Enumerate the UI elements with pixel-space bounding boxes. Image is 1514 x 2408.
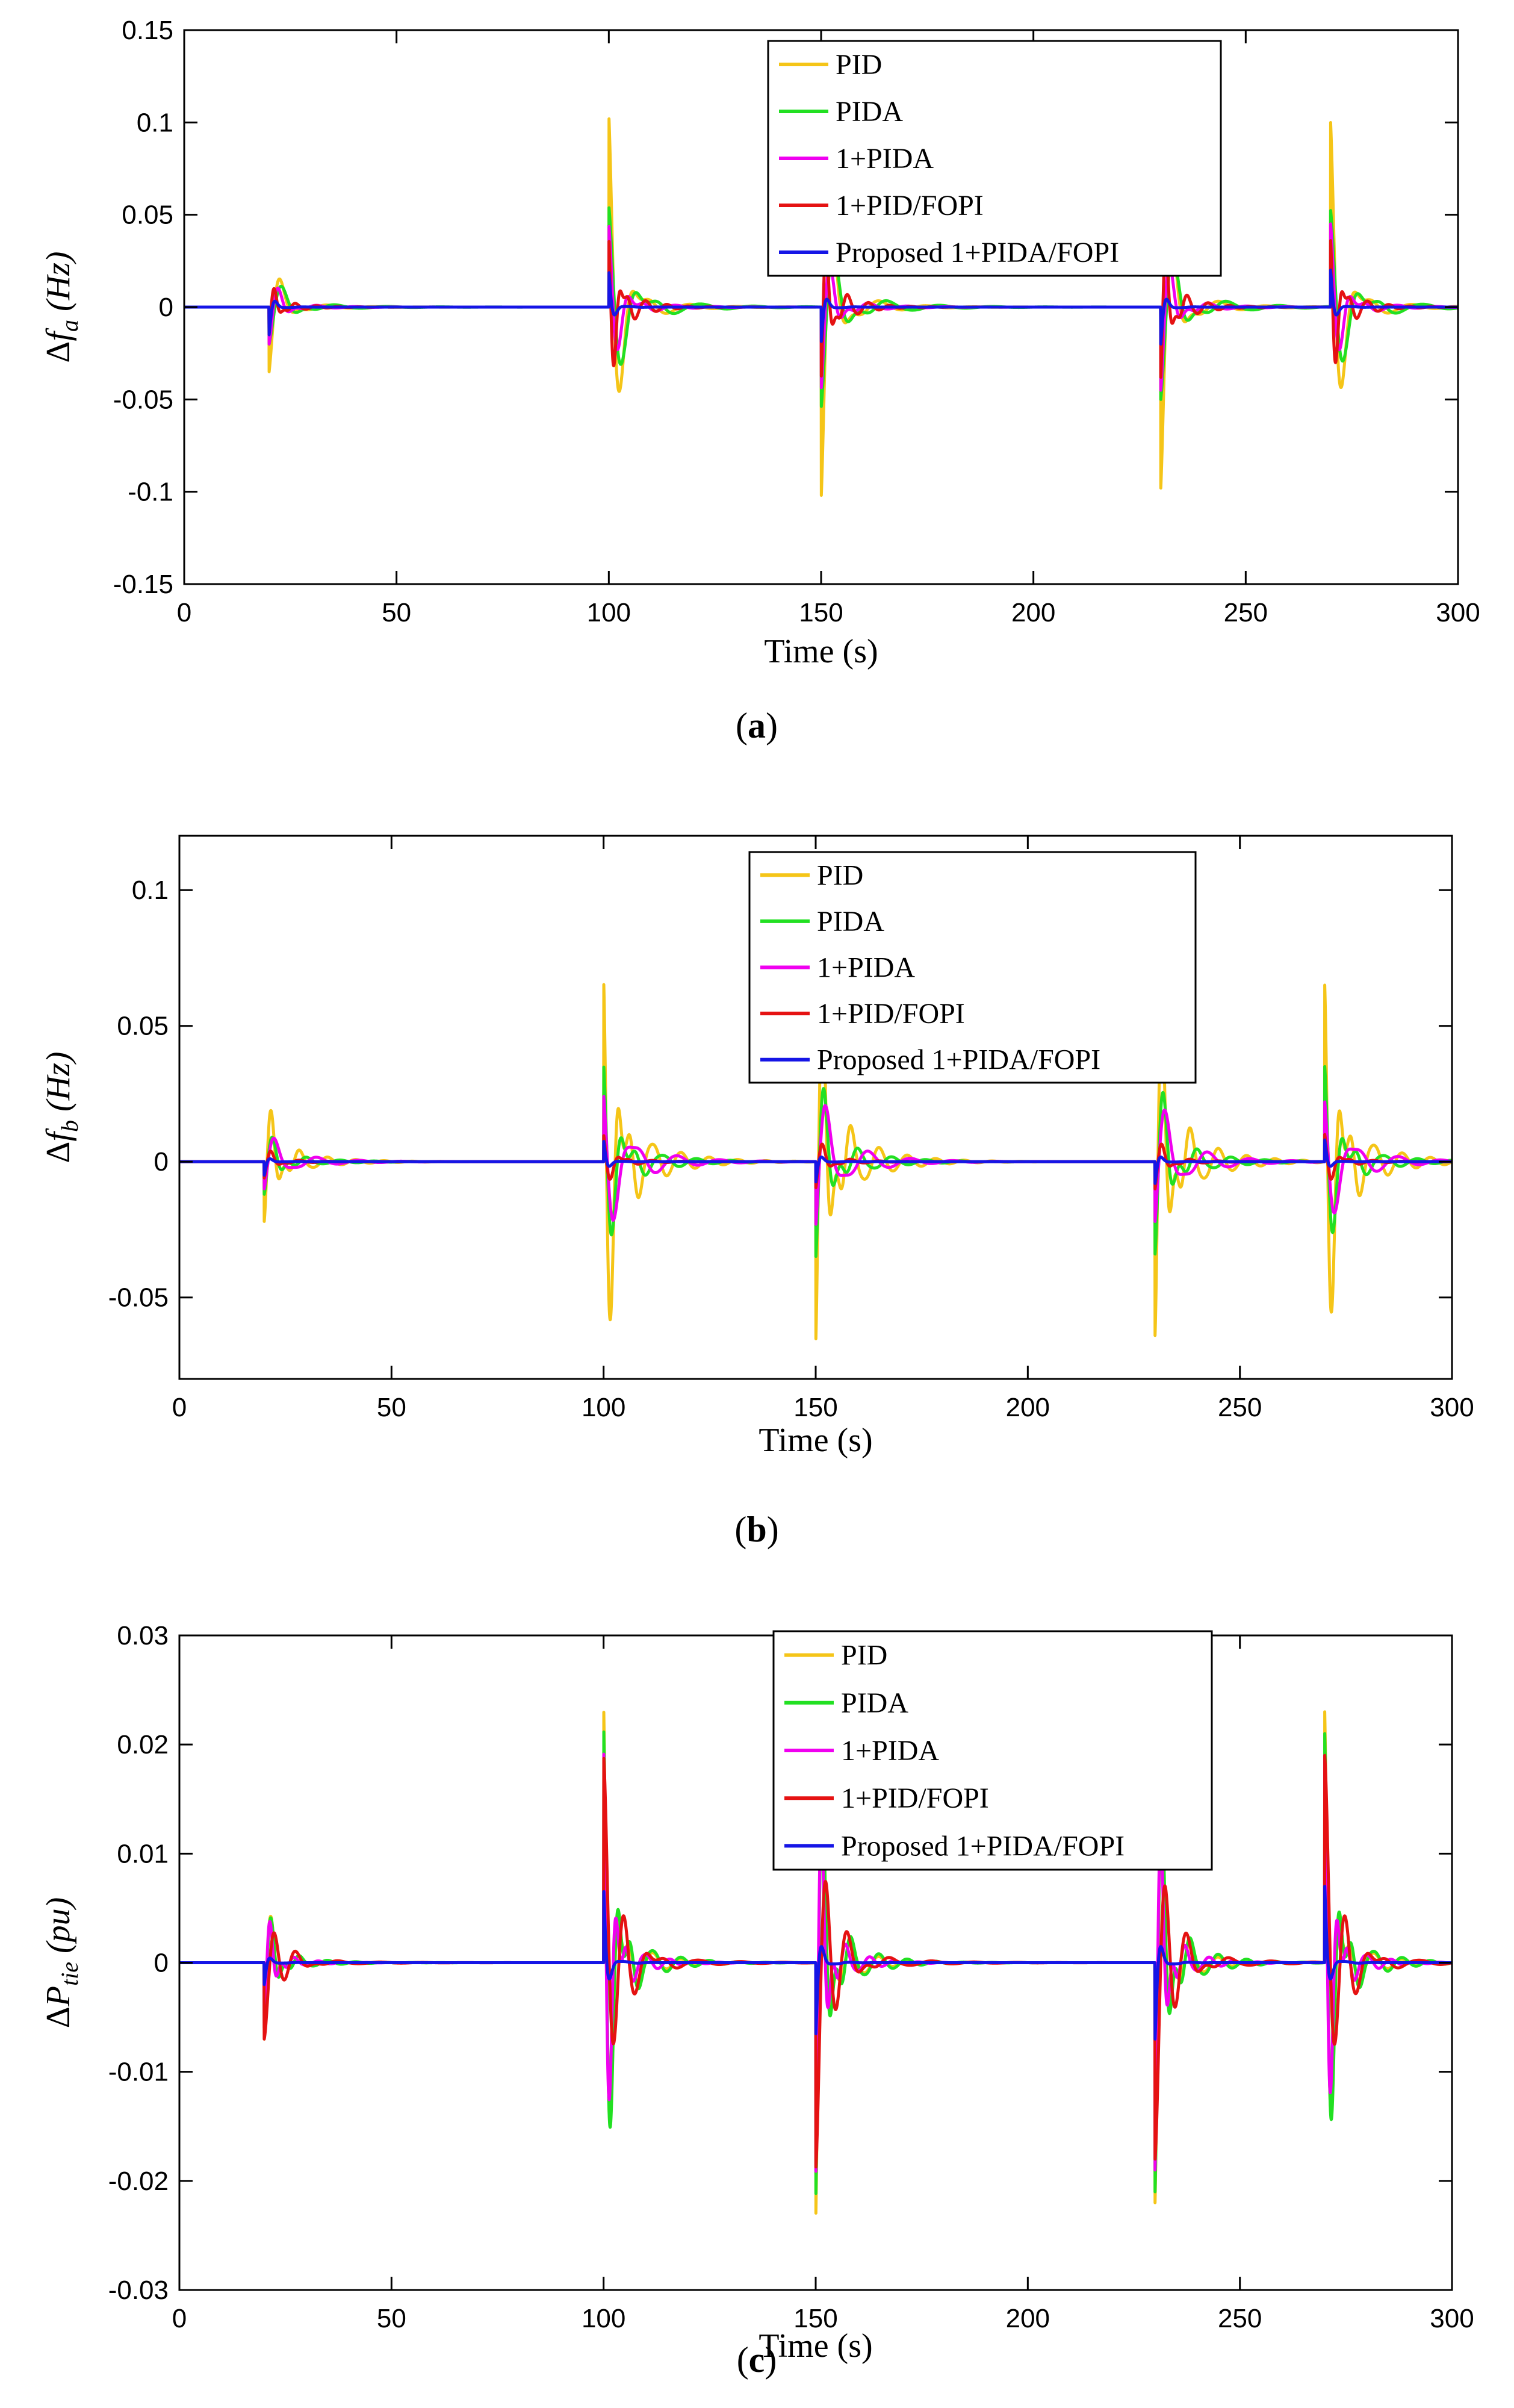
y-label-subscript: a xyxy=(56,320,83,332)
legend-entry-label: PID xyxy=(841,1640,887,1672)
panel-caption: (a) xyxy=(736,706,778,745)
chart-panel-b: 0 50 100 150 200 250 300 -0.05 0 0.05 0.1 Time (s) Δ… xyxy=(40,835,1474,1549)
series-group xyxy=(179,1710,1452,2215)
y-tick-label: 0.03 xyxy=(117,1621,169,1650)
y-axis-label: Δfa(Hz) xyxy=(40,251,83,362)
y-label-subscript: b xyxy=(56,1120,83,1132)
y-tick-label: -0.05 xyxy=(108,1283,169,1313)
x-tick-label: 50 xyxy=(382,598,411,627)
chart-panel-a: 0 50 100 150 200 250 300 -0.15 -0.1 -0.05 0 0.05 0.1… xyxy=(40,16,1480,745)
series-line-proposed-1-pida-fopi xyxy=(179,1138,1452,1185)
x-tick-label: 300 xyxy=(1430,2304,1474,2333)
y-tick-label: 0.01 xyxy=(117,1839,169,1868)
y-tick-label: -0.15 xyxy=(113,570,173,599)
x-axis-label: Time (s) xyxy=(759,1422,872,1459)
series-group xyxy=(179,983,1452,1340)
legend-entry-label: PID xyxy=(836,49,882,81)
y-tick-label: -0.02 xyxy=(108,2167,169,2196)
y-tick-label: 0 xyxy=(159,293,173,322)
legend-entry-label: 1+PID/FOPI xyxy=(817,998,965,1030)
y-tick-label: -0.01 xyxy=(108,2058,169,2087)
x-tick-label: 250 xyxy=(1218,1393,1262,1422)
legend-entry-label: 1+PIDA xyxy=(836,143,934,175)
x-tick-label: 150 xyxy=(799,598,843,627)
legend-entry-label: PIDA xyxy=(841,1687,908,1719)
y-tick-label: 0.02 xyxy=(117,1730,169,1759)
x-tick-label: 100 xyxy=(582,1393,625,1422)
y-label-delta: Δ xyxy=(40,341,77,363)
y-label-unit: (pu) xyxy=(40,1897,77,1953)
y-label-variable: P xyxy=(40,1986,77,2007)
x-axis-label: Time (s) xyxy=(759,2327,872,2365)
x-tick-label: 0 xyxy=(172,2304,187,2333)
x-tick-label: 0 xyxy=(177,598,191,627)
legend-entry-label: PIDA xyxy=(836,96,903,128)
y-label-unit: (Hz) xyxy=(40,251,77,311)
y-tick-label: 0 xyxy=(154,1147,169,1177)
legend: PID PIDA 1+PIDA 1+PID/FOPI Proposed 1+PIDA/F… xyxy=(772,1630,1213,1871)
legend-entry-label: Proposed 1+PIDA/FOPI xyxy=(841,1830,1125,1862)
x-tick-label: 200 xyxy=(1006,1393,1050,1422)
legend-entry-label: Proposed 1+PIDA/FOPI xyxy=(836,237,1119,269)
x-tick-label: 250 xyxy=(1224,598,1268,627)
legend-entry-label: 1+PIDA xyxy=(841,1735,939,1767)
x-tick-label: 200 xyxy=(1011,598,1055,627)
x-tick-label: 150 xyxy=(793,2304,837,2333)
x-tick-label: 100 xyxy=(582,2304,625,2333)
legend-entry-label: Proposed 1+PIDA/FOPI xyxy=(817,1044,1100,1076)
legend: PID PIDA 1+PIDA 1+PID/FOPI Proposed 1+PIDA/F… xyxy=(767,40,1222,277)
y-tick-label: 0.05 xyxy=(122,201,173,230)
y-label-unit: (Hz) xyxy=(40,1051,77,1112)
legend-box xyxy=(748,851,1197,1084)
x-tick-label: 200 xyxy=(1006,2304,1050,2333)
legend-entry-label: 1+PID/FOPI xyxy=(841,1782,989,1814)
series-line-proposed-1-pida-fopi xyxy=(179,1885,1452,2041)
y-label-delta: Δ xyxy=(40,1142,77,1163)
y-label-subscript: tie xyxy=(56,1962,83,1986)
panel-caption: (c) xyxy=(737,2340,777,2380)
y-tick-label: 0 xyxy=(154,1949,169,1978)
y-label-delta: Δ xyxy=(40,2006,77,2028)
y-tick-label: 0.15 xyxy=(122,16,173,45)
x-tick-label: 100 xyxy=(587,598,631,627)
x-tick-label: 300 xyxy=(1430,1393,1474,1422)
x-tick-label: 250 xyxy=(1218,2304,1262,2333)
x-tick-label: 0 xyxy=(172,1393,187,1422)
legend-entry-label: 1+PID/FOPI xyxy=(836,190,984,222)
legend-entry-label: 1+PIDA xyxy=(817,952,915,984)
x-tick-label: 300 xyxy=(1436,598,1480,627)
legend-entry-label: PID xyxy=(817,859,863,891)
legend-box xyxy=(767,40,1222,277)
legend: PID PIDA 1+PIDA 1+PID/FOPI Proposed 1+PIDA/F… xyxy=(748,851,1197,1084)
y-tick-label: 0.1 xyxy=(132,876,169,905)
y-axis-label: Δfb(Hz) xyxy=(40,1051,83,1163)
x-tick-label: 150 xyxy=(793,1393,837,1422)
y-axis-label: ΔPtie (pu) xyxy=(40,1897,83,2029)
y-tick-label: 0.05 xyxy=(117,1012,169,1041)
y-tick-label: -0.03 xyxy=(108,2276,169,2305)
panel-caption: (b) xyxy=(734,1510,778,1549)
x-axis-label: Time (s) xyxy=(764,633,878,670)
series-line-proposed-1-pida-fopi xyxy=(184,269,1458,346)
series-group xyxy=(184,117,1458,497)
y-tick-label: -0.05 xyxy=(113,385,173,414)
x-tick-label: 50 xyxy=(377,2304,406,2333)
legend-entry-label: PIDA xyxy=(817,906,884,938)
y-tick-label: -0.1 xyxy=(128,478,173,507)
legend-box xyxy=(772,1630,1213,1871)
x-tick-label: 50 xyxy=(377,1393,406,1422)
chart-panel-c: 0 50 100 150 200 250 300 -0.03 -0.02 -0.01 0 0.01 0.… xyxy=(40,1621,1474,2380)
y-tick-label: 0.1 xyxy=(137,108,173,137)
